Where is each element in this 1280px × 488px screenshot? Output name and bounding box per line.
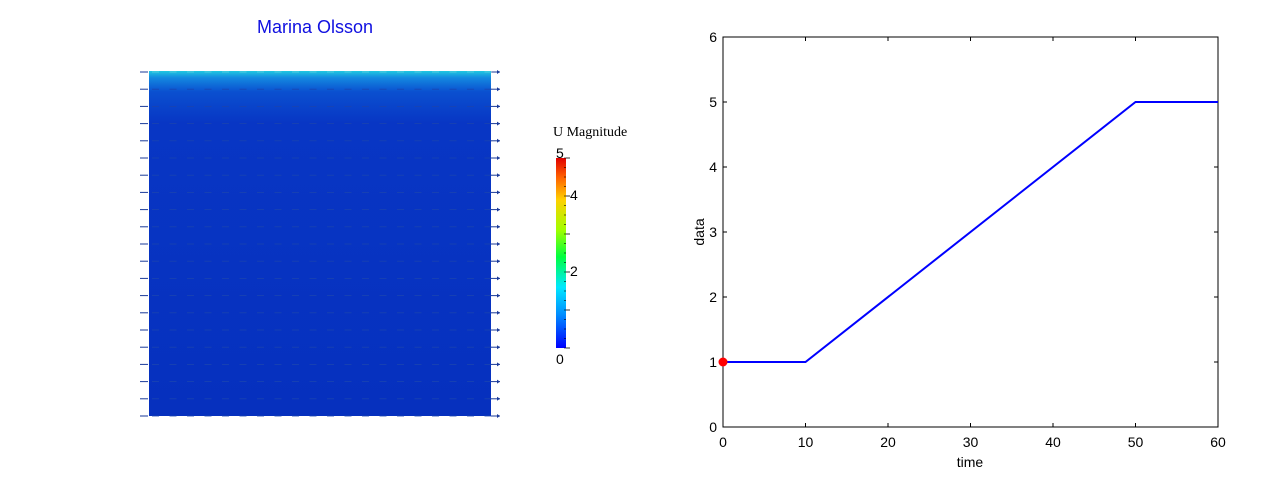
arrow-head [497, 121, 500, 126]
x-tick-label: 50 [1128, 434, 1144, 450]
arrow-head [497, 224, 500, 229]
plot-title: Marina Olsson [256, 17, 374, 37]
arrow-head [497, 190, 500, 195]
arrow-head [497, 396, 500, 401]
arrow-head [497, 362, 500, 367]
velocity-arrows [140, 70, 500, 418]
arrow-head [497, 156, 500, 160]
arrow-head [497, 173, 500, 178]
y-tick-label: 2 [709, 289, 717, 305]
y-axis-label: data [691, 218, 707, 245]
x-axis-label: time [957, 454, 984, 470]
arrow-head [497, 259, 500, 264]
x-tick-label: 30 [963, 434, 979, 450]
arrow-head [497, 87, 500, 92]
y-tick-label: 3 [709, 224, 717, 240]
colorbar-title: U Magnitude [553, 125, 628, 140]
colorbar-tick-label: 5 [556, 145, 564, 161]
y-tick-label: 0 [709, 419, 717, 435]
arrow-head [497, 345, 500, 350]
arrow-head [497, 379, 500, 384]
arrow-head [497, 276, 500, 281]
colorbar-tick-label: 0 [556, 351, 564, 367]
x-tick-label: 40 [1045, 434, 1061, 450]
x-tick-label: 0 [719, 434, 727, 450]
arrow-head [497, 310, 500, 315]
arrow-head [497, 242, 500, 246]
arrow-head [497, 207, 500, 212]
x-tick-label: 60 [1210, 434, 1226, 450]
arrow-head [497, 70, 500, 74]
x-tick-label: 10 [798, 434, 814, 450]
current-time-marker [718, 357, 728, 367]
y-tick-label: 4 [709, 159, 717, 175]
y-tick-label: 1 [709, 354, 717, 370]
y-tick-label: 6 [709, 29, 717, 45]
series-group [718, 101, 1218, 367]
velocity-field [149, 71, 491, 416]
arrow-head [497, 104, 500, 109]
colorbar [556, 158, 566, 348]
x-tick-label: 20 [880, 434, 896, 450]
arrow-head [497, 328, 500, 332]
arrow-head [497, 138, 500, 143]
arrow-head [497, 414, 500, 418]
colorbar-tick-label: 2 [570, 263, 578, 279]
arrow-head [497, 293, 500, 298]
y-tick-label: 5 [709, 94, 717, 110]
colorbar-ticks [564, 157, 570, 349]
series-line [723, 101, 1218, 363]
colorbar-tick-label: 4 [570, 187, 578, 203]
axis-ticks: 0 10 20 30 40 50 60 0 1 2 3 4 5 6 [709, 29, 1226, 450]
